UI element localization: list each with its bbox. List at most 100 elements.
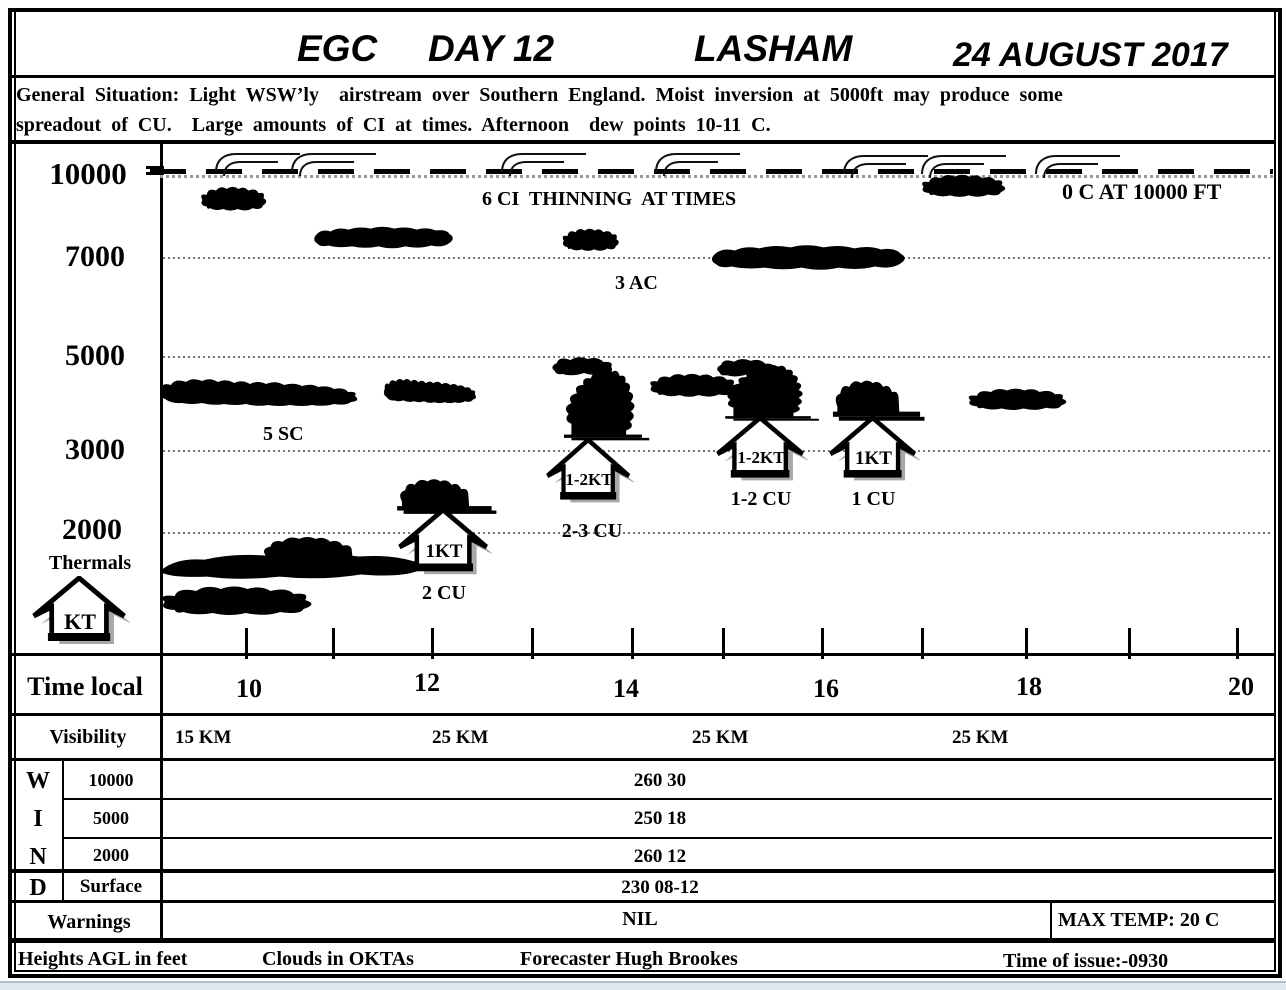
y-label-5000: 5000 xyxy=(65,339,125,372)
warnings-value: NIL xyxy=(622,908,658,930)
time-tick xyxy=(531,628,534,659)
time-tick xyxy=(1236,628,1239,659)
chart-bottom-line xyxy=(12,653,1274,656)
warnings-bottom-separator xyxy=(12,938,1274,943)
time-hour-label: 18 xyxy=(1016,672,1042,701)
thermal-arrow-2: 1-2KT xyxy=(544,438,634,510)
stratus-cloud xyxy=(155,583,320,619)
visibility-row-separator xyxy=(12,758,1274,761)
wind-value: 260 12 xyxy=(633,846,687,867)
wind-level-label: Surface xyxy=(79,876,143,897)
window-edge-strip xyxy=(0,983,1286,990)
time-tick xyxy=(722,628,725,659)
wind-letter: I xyxy=(33,806,43,832)
time-row-separator xyxy=(12,713,1274,716)
time-tick xyxy=(1025,628,1028,659)
ac-annotation: 3 AC xyxy=(615,272,658,294)
y-label-3000: 3000 xyxy=(65,433,125,466)
thermal-arrow-1: 1KT xyxy=(396,508,492,582)
wind-value: 260 30 xyxy=(633,770,687,791)
wind-value: 230 08-12 xyxy=(621,877,699,898)
footer-forecaster: Forecaster Hugh Brookes xyxy=(520,948,738,970)
y-axis-line xyxy=(160,144,163,939)
freezing-level-equals2 xyxy=(146,172,164,175)
time-tick xyxy=(1128,628,1131,659)
towering-cumulus-cloud xyxy=(711,362,823,422)
title-event: EGC xyxy=(297,28,378,69)
visibility-value: 25 KM xyxy=(952,727,1009,748)
time-hour-label: 12 xyxy=(414,668,440,697)
visibility-value: 25 KM xyxy=(432,727,489,748)
freezing-level-dots xyxy=(160,175,1273,178)
general-situation-line1: General Situation: Light WSW’ly airstrea… xyxy=(16,84,1063,106)
max-temp-box-border xyxy=(1050,901,1052,939)
altocumulus-cloud xyxy=(560,226,622,254)
y-label-7000: 7000 xyxy=(65,240,125,273)
y-label-2000: 2000 xyxy=(62,513,122,546)
stratus-cloud xyxy=(158,548,432,584)
situation-separator xyxy=(12,140,1274,144)
gridline-5000 xyxy=(163,356,1273,358)
cirrus-patch-cloud xyxy=(198,184,270,214)
thermal-arrow-4: 1KT xyxy=(827,416,920,488)
title-site: LASHAM xyxy=(694,28,853,69)
time-tick xyxy=(821,628,824,659)
wind-bottom-separator xyxy=(12,900,1274,903)
wind-surface-separator xyxy=(12,869,1274,873)
towering-cumulus-cloud xyxy=(551,366,653,442)
wind-level-label: 10000 xyxy=(88,770,134,790)
stratocumulus-cloud xyxy=(964,386,1072,413)
footer-clouds-note: Clouds in OKTAs xyxy=(262,948,414,970)
thermal-legend-arrow: KT xyxy=(30,576,130,652)
stratocumulus-cloud xyxy=(382,377,480,404)
cu-okta-label: 1 CU xyxy=(851,488,896,510)
sc-annotation: 5 SC xyxy=(263,423,304,445)
time-tick xyxy=(431,628,434,659)
title-separator xyxy=(12,75,1274,78)
altocumulus-cloud xyxy=(706,242,912,274)
wind-level-label: 5000 xyxy=(93,808,129,828)
visibility-label: Visibility xyxy=(49,726,127,748)
cirrus-cloud-icon xyxy=(840,152,930,178)
freezing-level-line xyxy=(150,169,1273,174)
wind-letter: N xyxy=(29,844,47,870)
y-label-10000: 10000 xyxy=(49,156,127,191)
thermals-label: Thermals xyxy=(48,552,132,574)
cirrus-cloud-icon xyxy=(652,150,742,176)
time-hour-label: 14 xyxy=(613,674,639,703)
cu-okta-label: 1-2 CU xyxy=(730,488,792,510)
thermal-strength-label: 1KT xyxy=(855,447,892,469)
general-situation-line2: spreadout of CU. Large amounts of CI at … xyxy=(16,114,771,136)
wind-level-label: 2000 xyxy=(93,845,129,865)
altocumulus-cloud xyxy=(310,224,458,252)
wind-letter: W xyxy=(26,768,50,794)
wind-column-separator xyxy=(62,761,64,900)
stratocumulus-cloud xyxy=(156,377,366,407)
title-day: DAY 12 xyxy=(428,28,555,69)
wind-value: 250 18 xyxy=(633,808,687,829)
gridline-2000 xyxy=(163,532,1273,534)
sheet-inner-border xyxy=(14,12,1276,972)
time-tick xyxy=(245,628,248,659)
max-temp-value: MAX TEMP: 20 C xyxy=(1058,909,1220,931)
cirrus-cloud-icon xyxy=(498,150,588,176)
visibility-value: 25 KM xyxy=(692,727,749,748)
wind-row-separator xyxy=(62,837,1272,839)
visibility-value: 15 KM xyxy=(175,727,232,748)
cu-okta-label: 2-3 CU xyxy=(561,520,623,542)
ci-annotation: 6 CI THINNING AT TIMES xyxy=(482,188,737,210)
time-hour-label: 20 xyxy=(1228,672,1254,701)
time-local-label: Time local xyxy=(27,672,143,701)
time-tick xyxy=(631,628,634,659)
time-tick xyxy=(921,628,924,659)
cirrus-cloud-icon xyxy=(1032,152,1122,178)
cirrus-cloud-icon xyxy=(288,150,378,176)
time-tick xyxy=(332,628,335,659)
footer-issue-time: Time of issue:-0930 xyxy=(1003,950,1169,972)
title-date: 24 AUGUST 2017 xyxy=(953,36,1228,74)
cirrus-patch-cloud xyxy=(918,172,1010,200)
thermal-strength-label: 1KT xyxy=(425,540,463,562)
wind-row-separator xyxy=(62,798,1272,800)
freezing-level-label: 0 C AT 10000 FT xyxy=(1062,179,1222,204)
